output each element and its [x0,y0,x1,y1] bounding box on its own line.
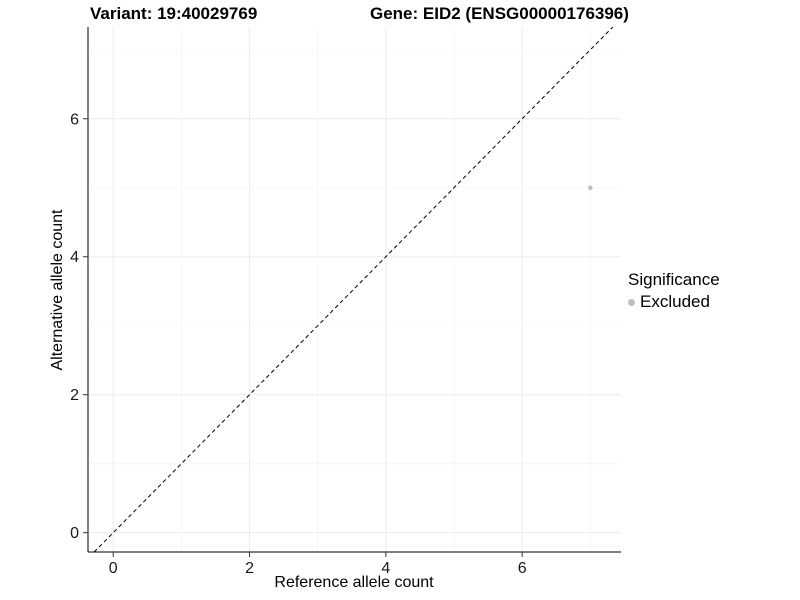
y-axis-label: Alternative allele count [49,209,66,371]
x-tick-label: 2 [245,560,254,577]
x-axis-label: Reference allele count [274,574,434,591]
y-tick-label: 4 [70,249,79,266]
plot-title-gene: Gene: EID2 (ENSG00000176396) [370,4,629,23]
identity-line [93,26,614,553]
y-tick-label: 0 [70,525,79,542]
plot-title-variant: Variant: 19:40029769 [90,4,258,23]
legend-entry-label: Excluded [640,291,710,311]
y-tick-label: 6 [70,111,79,128]
x-tick-label: 6 [518,560,527,577]
x-tick-label: 4 [381,560,390,577]
data-point [588,185,593,191]
legend-title: Significance [628,270,720,289]
x-tick-label: 0 [109,560,118,577]
legend-entry-excluded: Excluded [628,291,720,312]
legend: Significance Excluded [628,270,720,312]
y-tick-label: 2 [70,387,79,404]
legend-point-icon [628,298,635,306]
